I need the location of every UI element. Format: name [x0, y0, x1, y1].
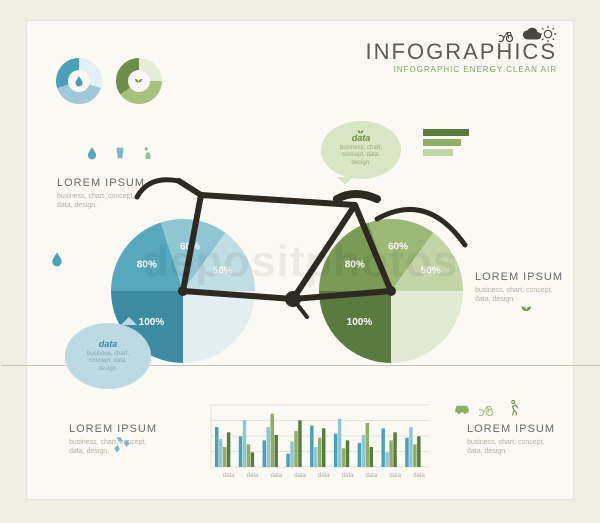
svg-text:60%: 60%: [388, 242, 408, 253]
svg-text:50%: 50%: [213, 265, 233, 276]
drop-icon: [73, 75, 85, 87]
walk-icon: [505, 399, 523, 417]
glass-icon: [113, 146, 127, 160]
svg-text:100%: 100%: [139, 317, 165, 328]
recycle-icon: [109, 433, 135, 459]
page-subtitle: INFOGRAPHIC ENERGY CLEAN AIR: [366, 65, 557, 74]
bicycle-icon: [479, 399, 497, 417]
copy-left: LOREM IPSUM business, chart, concept, dat…: [57, 177, 145, 210]
tri-bar-1: [423, 139, 461, 146]
copy-br: LOREM IPSUM business, chart, concept, dat…: [467, 423, 555, 456]
svg-text:data: data: [223, 473, 235, 479]
donut-0: [56, 58, 102, 104]
plant-icon: [519, 301, 535, 317]
bubble-tail: [337, 177, 353, 193]
bubble-tail: [121, 309, 137, 325]
bubble-label: data: [99, 339, 118, 349]
donut-1: [116, 58, 162, 104]
tri-bar-2: [423, 149, 453, 156]
svg-text:60%: 60%: [180, 242, 200, 253]
svg-text:80%: 80%: [137, 259, 157, 270]
svg-text:data: data: [294, 473, 306, 479]
car-icon: [453, 399, 471, 417]
copy-right: LOREM IPSUMbusiness, chart, concept, dat…: [475, 271, 563, 304]
svg-text:50%: 50%: [421, 265, 441, 276]
svg-text:data: data: [413, 473, 425, 479]
svg-text:100%: 100%: [347, 317, 373, 328]
svg-text:80%: 80%: [345, 259, 365, 270]
bubble-0: databusiness, chart,concept, data,design…: [321, 121, 401, 179]
svg-text:data: data: [318, 473, 330, 479]
bubble-body: business, chart,concept, data,design.: [87, 351, 129, 373]
copy-body: business, chart, concept, data, design.: [57, 192, 145, 210]
bar-chart: data data data data data data data data data: [193, 401, 433, 479]
copy-body: business, chart, concept, data, design.: [467, 438, 555, 456]
copy-heading: LOREM IPSUM: [467, 423, 555, 435]
svg-text:data: data: [366, 473, 378, 479]
wheel-rear: 100% 80% 60% 50%: [319, 219, 463, 363]
bubble-body: business, chart,concept, data,design.: [340, 145, 382, 167]
copy-heading: LOREM IPSUM: [475, 271, 563, 283]
person-icon: [141, 146, 155, 160]
plant-icon: [133, 75, 145, 87]
copy-heading: LOREM IPSUM: [57, 177, 145, 189]
svg-text:data: data: [247, 473, 259, 479]
infographic-canvas: INFOGRAPHICSINFOGRAPHIC ENERGY CLEAN AIR…: [26, 20, 574, 500]
svg-text:data: data: [342, 473, 354, 479]
drop-icon: [49, 251, 65, 267]
header-icons: [499, 23, 557, 45]
bubble-1: data business, chart,concept, data,design…: [65, 323, 151, 389]
svg-text:data: data: [389, 473, 401, 479]
tri-bar-0: [423, 129, 469, 136]
drop-icon: [85, 146, 99, 160]
svg-text:data: data: [270, 473, 282, 479]
